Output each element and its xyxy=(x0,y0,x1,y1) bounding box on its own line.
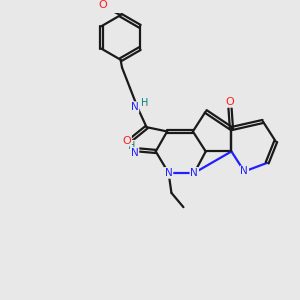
Text: H: H xyxy=(128,141,135,151)
Text: H: H xyxy=(142,98,149,108)
Text: N: N xyxy=(131,148,138,158)
Text: N: N xyxy=(165,168,172,178)
Text: O: O xyxy=(122,136,131,146)
Text: N: N xyxy=(131,102,138,112)
Text: N: N xyxy=(240,167,248,176)
Text: N: N xyxy=(190,168,198,178)
Text: O: O xyxy=(98,0,107,10)
Text: O: O xyxy=(226,97,234,107)
